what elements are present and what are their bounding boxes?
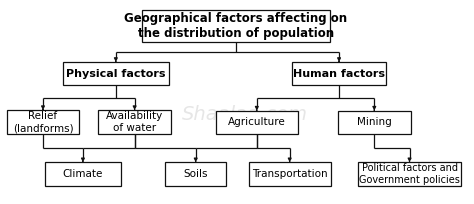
Text: Availability
of water: Availability of water [106, 111, 163, 133]
Text: Transportation: Transportation [252, 169, 328, 179]
Text: Agriculture: Agriculture [228, 117, 286, 127]
FancyBboxPatch shape [358, 162, 461, 186]
FancyBboxPatch shape [292, 62, 386, 85]
FancyBboxPatch shape [248, 162, 331, 186]
Text: Soils: Soils [183, 169, 208, 179]
FancyBboxPatch shape [7, 110, 80, 134]
Text: Human factors: Human factors [293, 69, 385, 79]
Text: Geographical factors affecting on
the distribution of population: Geographical factors affecting on the di… [124, 12, 347, 40]
FancyBboxPatch shape [338, 111, 410, 134]
Text: Shaalaa.com: Shaalaa.com [182, 105, 308, 124]
Text: Political factors and
Government policies: Political factors and Government policie… [359, 163, 460, 185]
FancyBboxPatch shape [165, 162, 226, 186]
Text: Mining: Mining [357, 117, 392, 127]
FancyBboxPatch shape [98, 110, 171, 134]
Text: Climate: Climate [63, 169, 103, 179]
FancyBboxPatch shape [63, 62, 169, 85]
FancyBboxPatch shape [142, 10, 329, 42]
FancyBboxPatch shape [46, 162, 120, 186]
FancyBboxPatch shape [216, 111, 298, 134]
Text: Physical factors: Physical factors [66, 69, 165, 79]
Text: Relief
(landforms): Relief (landforms) [13, 111, 73, 133]
